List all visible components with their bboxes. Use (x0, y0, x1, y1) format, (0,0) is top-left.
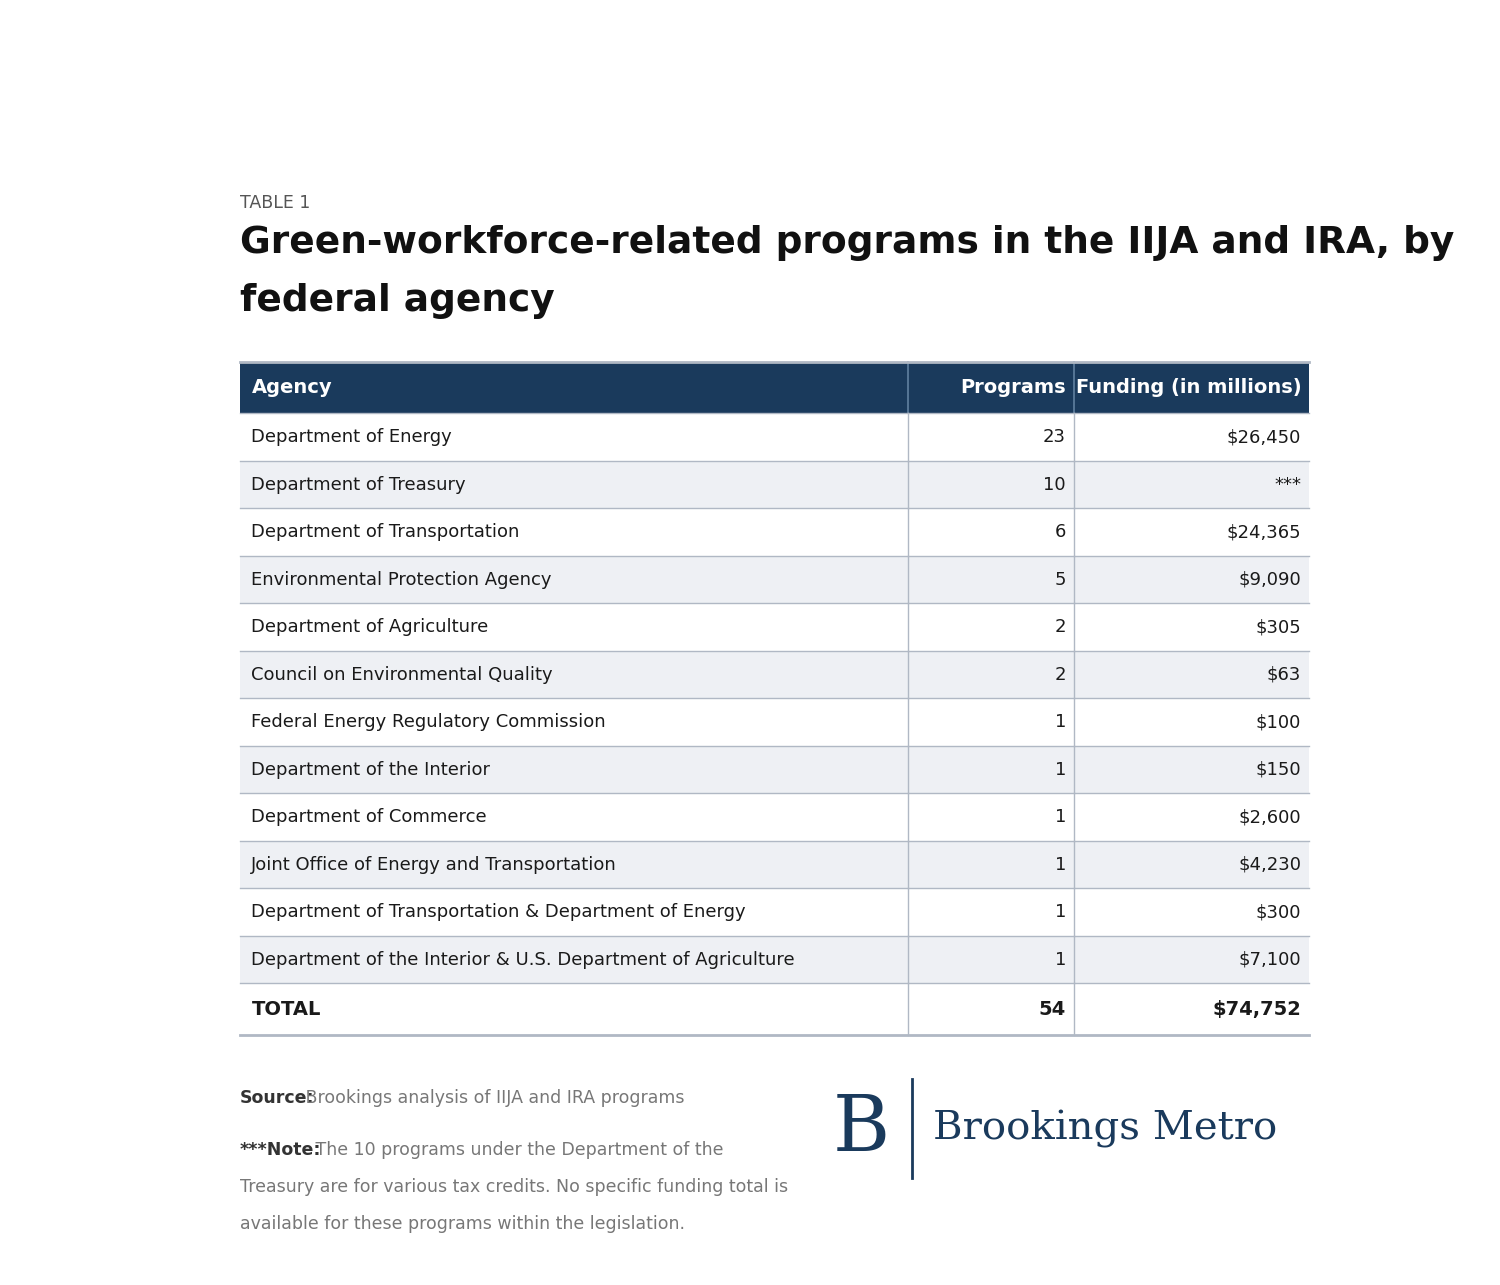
Text: TOTAL: TOTAL (252, 1000, 321, 1019)
FancyBboxPatch shape (240, 745, 1310, 793)
Text: $2,600: $2,600 (1239, 808, 1300, 826)
Text: 5: 5 (1054, 571, 1066, 589)
Text: Federal Energy Regulatory Commission: Federal Energy Regulatory Commission (252, 713, 606, 731)
FancyBboxPatch shape (240, 840, 1310, 888)
Text: $4,230: $4,230 (1238, 856, 1300, 874)
Text: $63: $63 (1268, 666, 1300, 684)
Text: Agency: Agency (252, 378, 332, 397)
Text: 10: 10 (1044, 475, 1066, 493)
Text: 1: 1 (1054, 713, 1066, 731)
Text: Department of Transportation: Department of Transportation (252, 523, 520, 541)
Text: Department of Energy: Department of Energy (252, 428, 452, 446)
FancyBboxPatch shape (240, 461, 1310, 509)
Text: Department of Treasury: Department of Treasury (252, 475, 466, 493)
FancyBboxPatch shape (240, 888, 1310, 935)
Text: Brookings Metro: Brookings Metro (933, 1110, 1276, 1148)
Text: Funding (in millions): Funding (in millions) (1076, 378, 1300, 397)
Text: 23: 23 (1042, 428, 1066, 446)
FancyBboxPatch shape (240, 509, 1310, 556)
Text: 2: 2 (1054, 666, 1066, 684)
Text: $100: $100 (1256, 713, 1300, 731)
Text: 1: 1 (1054, 903, 1066, 921)
Text: Department of Commerce: Department of Commerce (252, 808, 488, 826)
Text: $305: $305 (1256, 618, 1300, 636)
FancyBboxPatch shape (240, 414, 1310, 461)
FancyBboxPatch shape (240, 983, 1310, 1034)
FancyBboxPatch shape (240, 362, 1310, 414)
Text: available for these programs within the legislation.: available for these programs within the … (240, 1214, 686, 1232)
FancyBboxPatch shape (240, 699, 1310, 745)
FancyBboxPatch shape (240, 604, 1310, 651)
FancyBboxPatch shape (240, 793, 1310, 840)
Text: 54: 54 (1038, 1000, 1066, 1019)
Text: $300: $300 (1256, 903, 1300, 921)
Text: Department of Agriculture: Department of Agriculture (252, 618, 489, 636)
Text: Department of Transportation & Department of Energy: Department of Transportation & Departmen… (252, 903, 746, 921)
Text: 1: 1 (1054, 761, 1066, 779)
Text: $26,450: $26,450 (1227, 428, 1300, 446)
Text: 1: 1 (1054, 808, 1066, 826)
Text: $74,752: $74,752 (1212, 1000, 1300, 1019)
Text: 1: 1 (1054, 951, 1066, 969)
Text: Source:: Source: (240, 1090, 315, 1108)
Text: ***Note:: ***Note: (240, 1141, 321, 1159)
Text: Brookings analysis of IIJA and IRA programs: Brookings analysis of IIJA and IRA progr… (300, 1090, 686, 1108)
Text: federal agency: federal agency (240, 283, 555, 319)
Text: ***: *** (1274, 475, 1300, 493)
Text: $9,090: $9,090 (1239, 571, 1300, 589)
Text: Joint Office of Energy and Transportation: Joint Office of Energy and Transportatio… (252, 856, 616, 874)
Text: Green-workforce-related programs in the IIJA and IRA, by: Green-workforce-related programs in the … (240, 225, 1454, 261)
Text: $24,365: $24,365 (1227, 523, 1300, 541)
Text: Department of the Interior: Department of the Interior (252, 761, 490, 779)
Text: $7,100: $7,100 (1239, 951, 1300, 969)
FancyBboxPatch shape (240, 556, 1310, 604)
Text: Department of the Interior & U.S. Department of Agriculture: Department of the Interior & U.S. Depart… (252, 951, 795, 969)
FancyBboxPatch shape (240, 651, 1310, 699)
Text: The 10 programs under the Department of the: The 10 programs under the Department of … (309, 1141, 723, 1159)
Text: 1: 1 (1054, 856, 1066, 874)
Text: Council on Environmental Quality: Council on Environmental Quality (252, 666, 554, 684)
FancyBboxPatch shape (240, 935, 1310, 983)
Text: 2: 2 (1054, 618, 1066, 636)
Text: TABLE 1: TABLE 1 (240, 194, 310, 212)
Text: $150: $150 (1256, 761, 1300, 779)
Text: Environmental Protection Agency: Environmental Protection Agency (252, 571, 552, 589)
Text: Treasury are for various tax credits. No specific funding total is: Treasury are for various tax credits. No… (240, 1178, 788, 1196)
Text: 6: 6 (1054, 523, 1066, 541)
Text: Programs: Programs (960, 378, 1066, 397)
Text: B: B (833, 1091, 890, 1167)
